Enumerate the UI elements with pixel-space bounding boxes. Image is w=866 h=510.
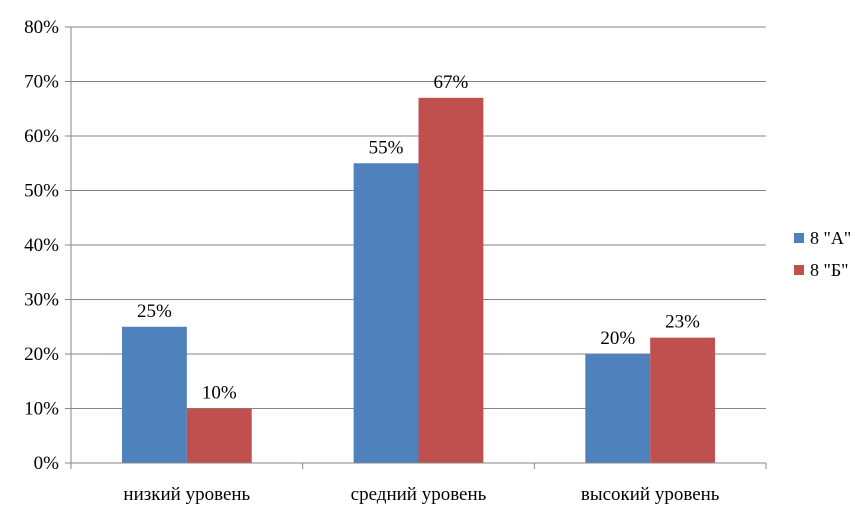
y-tick-label: 40% [24, 235, 59, 256]
y-axis-tick-labels: 0% 10% 20% 30% 40% 50% 60% 70% 80% [24, 17, 59, 474]
legend-swatch [794, 233, 804, 243]
legend-swatch [794, 265, 804, 275]
x-category-label: низкий уровень [123, 484, 250, 505]
y-tick-label: 10% [24, 399, 59, 420]
y-tick-label: 30% [24, 290, 59, 311]
data-label: 67% [434, 72, 469, 93]
bar [353, 163, 419, 463]
data-label: 10% [202, 383, 237, 404]
bars [121, 97, 716, 463]
y-tick-label: 70% [24, 72, 59, 93]
x-category-label: средний уровень [351, 484, 487, 505]
y-tick-label: 80% [24, 17, 59, 38]
data-label: 55% [369, 137, 404, 158]
y-tick-label: 50% [24, 181, 59, 202]
bar [418, 97, 484, 463]
x-category-label: высокий уровень [581, 484, 720, 505]
y-tick-label: 0% [34, 453, 60, 474]
y-tick-label: 60% [24, 126, 59, 147]
data-label: 20% [600, 328, 635, 349]
bar [186, 408, 252, 463]
bar [121, 326, 187, 463]
x-axis-category-labels: низкий уровень средний уровень высокий уро… [123, 484, 719, 505]
data-label: 23% [665, 312, 700, 333]
data-labels: 25% 10% 55% 67% 20% 23% [137, 72, 700, 404]
legend-label: 8 "Б" [810, 260, 849, 280]
bar [650, 337, 716, 463]
legend: 8 "А" 8 "Б" [794, 228, 851, 280]
legend-label: 8 "А" [810, 228, 851, 248]
data-label: 25% [137, 301, 172, 322]
y-tick-label: 20% [24, 344, 59, 365]
axes [65, 26, 767, 469]
bar [585, 354, 651, 463]
